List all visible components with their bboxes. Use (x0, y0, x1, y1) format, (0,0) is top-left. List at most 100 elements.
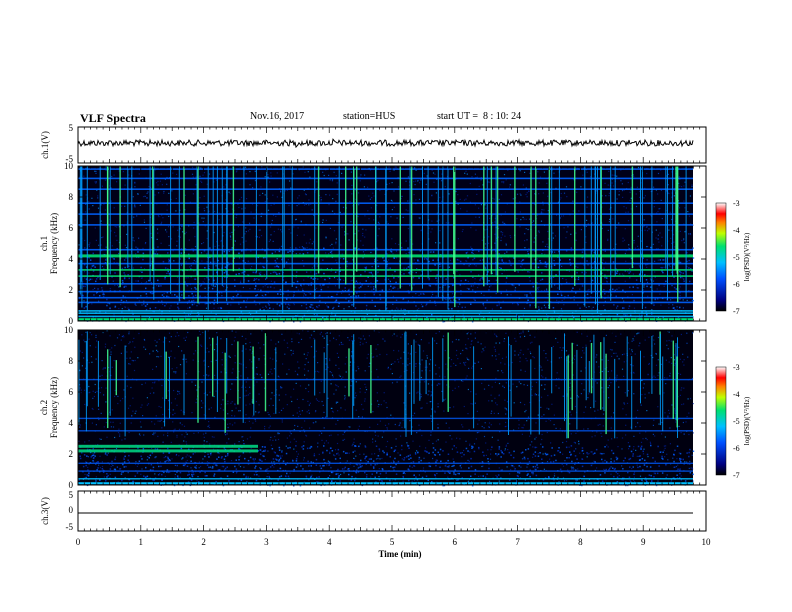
spectrogram-noise (141, 277, 143, 279)
spectrogram-noise (420, 303, 423, 305)
spectrogram-noise (275, 261, 277, 263)
spectrogram-noise (532, 456, 534, 458)
spectrogram-noise (374, 464, 376, 466)
spectrogram-noise (140, 266, 142, 269)
spectrogram-noise (274, 436, 276, 438)
spectrogram-noise (610, 458, 612, 460)
spectrogram-noise (354, 307, 357, 309)
spectrogram-noise (393, 277, 395, 279)
spectrogram-noise (287, 251, 289, 253)
spectrogram-noise (129, 357, 131, 359)
spectrogram-noise (187, 307, 189, 309)
spectrogram-noise (541, 307, 543, 309)
spectrogram-noise (336, 193, 338, 195)
spectrogram-noise (389, 267, 391, 269)
spectrogram-noise (618, 287, 620, 289)
spectrogram-noise (631, 340, 633, 342)
spectrogram-noise (227, 210, 229, 212)
spectrogram-noise (651, 190, 654, 192)
spectrogram-noise (93, 294, 95, 296)
spectrogram-noise (622, 408, 624, 410)
spectrogram-noise (692, 432, 694, 434)
spectrogram-noise (337, 401, 339, 403)
spectrogram-noise (676, 458, 678, 460)
spectrogram-noise (367, 210, 369, 212)
spectrogram-noise (671, 362, 673, 364)
spectrogram-noise (207, 425, 209, 428)
spectrogram-noise (138, 433, 141, 435)
spectrogram-noise (234, 415, 236, 417)
spectrogram-noise (267, 286, 269, 288)
spectrogram-noise (299, 252, 301, 255)
spectrogram-noise (224, 469, 226, 471)
spectrogram-noise (284, 190, 286, 192)
spectrogram-sferic (385, 166, 387, 307)
spectrogram-noise (143, 346, 145, 348)
spectrogram-noise (618, 190, 620, 192)
spectrogram-noise (637, 235, 639, 237)
spectrogram-noise (344, 231, 346, 233)
spectrogram-noise (392, 303, 394, 305)
spectrogram-noise (541, 209, 543, 211)
spectrogram-noise (206, 253, 208, 255)
spectrogram-noise (270, 234, 272, 236)
spectrogram-noise (403, 351, 405, 353)
spectrogram-noise (234, 285, 236, 287)
spectrogram-sferic (490, 166, 493, 275)
spectrogram-noise (286, 306, 288, 308)
spectrogram-noise (124, 184, 126, 186)
spectrogram-noise (664, 436, 666, 438)
spectrogram-noise (686, 260, 688, 263)
spectrogram-noise (513, 257, 515, 259)
spectrogram-noise (167, 270, 169, 273)
spectrogram-noise (323, 247, 325, 250)
spectrogram-noise (615, 295, 617, 297)
spectrogram-noise (670, 299, 672, 301)
spectrogram-noise (594, 435, 596, 437)
spectrogram-noise (495, 358, 497, 360)
spectrogram-noise (229, 423, 231, 425)
spectrogram-noise (607, 370, 609, 373)
spectrogram-noise (253, 217, 255, 219)
spectrogram-noise (544, 245, 547, 248)
spectrogram-noise (267, 247, 269, 250)
spectrogram-noise (366, 474, 368, 476)
spectrogram-noise (322, 221, 324, 224)
spectrogram-noise (480, 292, 482, 294)
spectrogram-noise (439, 286, 441, 289)
spectrogram-noise (637, 245, 639, 247)
spectrogram-noise (643, 356, 645, 358)
spectrogram-noise (527, 416, 530, 418)
spectrogram-noise (148, 279, 150, 282)
spectrogram-noise (144, 339, 146, 341)
spectrogram-noise (192, 193, 194, 195)
spectrogram-noise (253, 460, 255, 462)
spectrogram-noise (203, 250, 206, 252)
spectrogram-noise (683, 239, 685, 241)
spectrogram-noise (115, 456, 117, 458)
spectrogram-noise (323, 283, 325, 286)
spectrogram-noise (277, 438, 280, 441)
spectrogram-noise (423, 258, 426, 260)
spectrogram-noise (569, 386, 571, 389)
spectrogram-noise (401, 274, 403, 276)
spectrogram-noise (238, 206, 240, 209)
spectrogram-noise (480, 343, 482, 345)
spectrogram-noise (329, 251, 332, 254)
spectrogram-noise (390, 248, 392, 250)
spectrogram-noise (201, 217, 203, 219)
spectrogram-noise (206, 441, 208, 443)
spectrogram-noise (231, 298, 233, 300)
spectrogram-noise (331, 252, 333, 254)
spectrogram-noise (557, 287, 559, 289)
ch1-waveform-line (77, 138, 694, 149)
spectrogram-noise (302, 290, 304, 292)
spectrogram-noise (162, 260, 165, 263)
spectrogram-noise (194, 384, 197, 386)
spectrogram-noise (691, 377, 694, 380)
spectrogram-noise (351, 295, 353, 297)
spectrogram-noise (679, 261, 682, 264)
spectrogram-noise (661, 270, 663, 272)
spectrogram-noise (141, 304, 143, 306)
spectrogram-noise (402, 297, 405, 300)
